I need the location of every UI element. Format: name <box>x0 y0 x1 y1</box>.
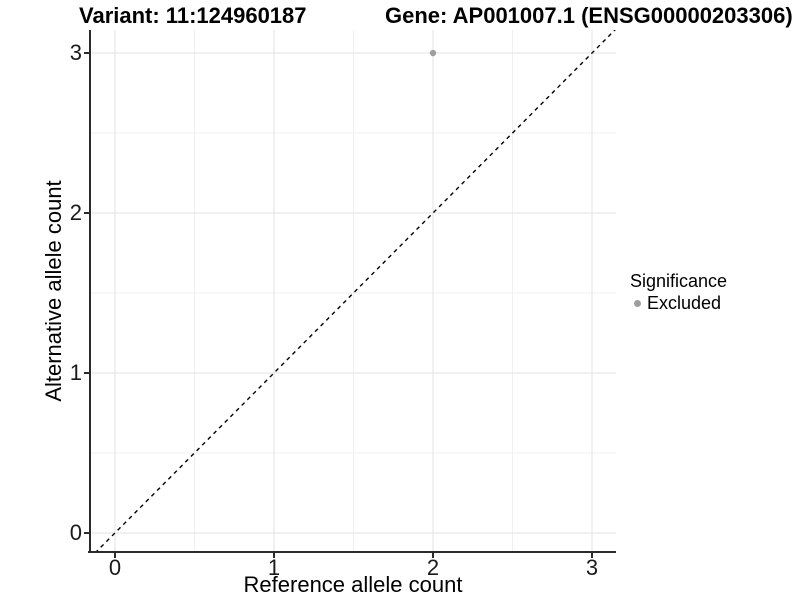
plot-title-gene: Gene: AP001007.1 (ENSG00000203306) <box>385 3 793 28</box>
legend-entry-label: Excluded <box>647 293 722 313</box>
y-tick-label: 3 <box>69 40 82 66</box>
legend-point-icon <box>634 300 641 307</box>
x-tick-label: 3 <box>585 555 599 580</box>
x-tick-label: 2 <box>426 555 440 580</box>
grid-minor <box>90 30 616 552</box>
identity-line <box>95 30 616 552</box>
plot-title-variant: Variant: 11:124960187 <box>79 3 307 28</box>
x-tick-label: 0 <box>108 555 122 580</box>
legend-title: Significance <box>630 271 728 291</box>
x-axis-title: Reference allele count <box>243 572 463 597</box>
y-tick-label: 1 <box>69 359 82 385</box>
data-point <box>429 49 437 57</box>
y-tick-label: 2 <box>69 200 82 225</box>
legend: Significance Excluded <box>630 271 727 314</box>
x-tick-label: 1 <box>267 555 281 580</box>
grid-major <box>90 30 616 552</box>
y-tick-label: 0 <box>69 519 82 545</box>
axis-lines <box>84 30 616 558</box>
legend-entry: Excluded <box>630 293 727 314</box>
